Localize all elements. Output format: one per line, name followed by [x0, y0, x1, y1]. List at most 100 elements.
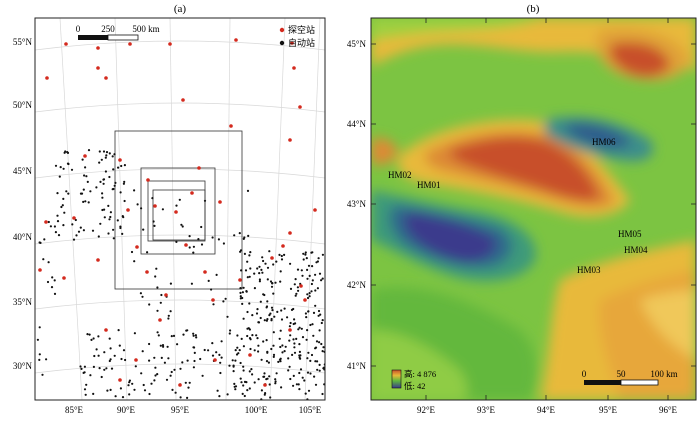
auto-station [240, 381, 243, 384]
auto-station [314, 289, 317, 292]
auto-station [59, 166, 62, 169]
sounding-station [181, 98, 185, 102]
auto-station [80, 367, 83, 370]
graticule-meridian [304, 18, 321, 400]
auto-station [288, 325, 291, 328]
auto-station [241, 302, 244, 305]
auto-station [117, 329, 120, 332]
auto-station [238, 349, 241, 352]
auto-station [102, 178, 105, 181]
auto-station [301, 376, 304, 379]
auto-station [246, 334, 249, 338]
auto-station [161, 344, 165, 347]
auto-station [264, 262, 267, 265]
auto-station [36, 338, 40, 341]
auto-station [304, 253, 307, 256]
legend-auto-marker [279, 40, 285, 46]
auto-station [289, 377, 292, 381]
auto-station [175, 240, 178, 243]
auto-station [142, 228, 145, 231]
auto-station [251, 373, 254, 376]
auto-station [321, 392, 324, 396]
lon-a-95: 95°E [171, 405, 190, 415]
auto-station [60, 205, 63, 209]
auto-station [311, 251, 314, 254]
sounding-station [197, 166, 201, 170]
auto-station [306, 268, 309, 271]
auto-station [141, 295, 144, 298]
auto-station [269, 280, 273, 283]
auto-station [163, 361, 166, 364]
auto-station [268, 375, 271, 378]
auto-station [184, 381, 187, 384]
auto-station [292, 384, 295, 387]
sounding-station [118, 158, 122, 162]
auto-station [82, 200, 85, 203]
auto-station [306, 293, 309, 296]
auto-station [104, 170, 107, 173]
auto-station [287, 357, 290, 360]
auto-station [298, 343, 301, 346]
lat-b-44: 44°N [347, 119, 367, 129]
auto-station [141, 350, 144, 353]
auto-station [258, 272, 261, 275]
auto-station [270, 285, 274, 288]
auto-station [107, 232, 110, 235]
auto-station [169, 374, 172, 377]
auto-station [38, 326, 41, 329]
auto-station [260, 389, 263, 392]
nested-domains [114, 130, 243, 290]
auto-station [113, 184, 116, 187]
auto-station [192, 245, 195, 248]
lat-b-42: 42°N [347, 280, 367, 290]
sounding-station [168, 42, 172, 46]
auto-station [240, 269, 243, 272]
auto-station [304, 251, 307, 254]
auto-station [266, 278, 269, 281]
auto-station [239, 377, 242, 380]
auto-station [61, 204, 64, 207]
auto-station [122, 349, 126, 352]
auto-station [71, 223, 74, 226]
auto-station [306, 357, 309, 360]
lon-b-92: 92°E [417, 405, 436, 415]
auto-station [109, 215, 112, 219]
auto-station [86, 333, 89, 336]
graticule-meridian [114, 18, 128, 400]
auto-station [266, 318, 269, 321]
auto-station [200, 243, 204, 246]
auto-station [114, 181, 117, 184]
scale-b-tick-2: 100 km [650, 369, 677, 379]
auto-station [195, 336, 198, 339]
auto-station [131, 382, 134, 385]
panel-b-scale-bar: 0 50 100 km [582, 369, 678, 386]
auto-station [297, 289, 300, 292]
auto-station [242, 345, 245, 348]
auto-station [47, 220, 50, 224]
auto-station [293, 346, 296, 349]
auto-station [162, 345, 165, 348]
auto-station [279, 270, 282, 273]
auto-station [84, 393, 87, 396]
auto-station [304, 312, 307, 315]
auto-station [279, 280, 282, 283]
auto-station [200, 225, 203, 229]
lat-a-35: 35°N [13, 297, 33, 307]
auto-station [322, 346, 325, 349]
auto-station [299, 368, 303, 371]
auto-station [154, 374, 157, 377]
auto-station [38, 241, 41, 244]
auto-station [274, 382, 277, 385]
auto-station [247, 234, 250, 237]
sounding-station [145, 270, 149, 274]
auto-station [260, 358, 263, 361]
lat-a-45: 45°N [13, 166, 33, 176]
auto-station [277, 360, 280, 363]
sounding-station [234, 38, 238, 42]
auto-station [187, 386, 190, 389]
auto-station [263, 319, 266, 322]
auto-station [311, 323, 314, 326]
auto-station [274, 378, 277, 381]
auto-station [207, 349, 210, 352]
auto-station [275, 260, 278, 263]
